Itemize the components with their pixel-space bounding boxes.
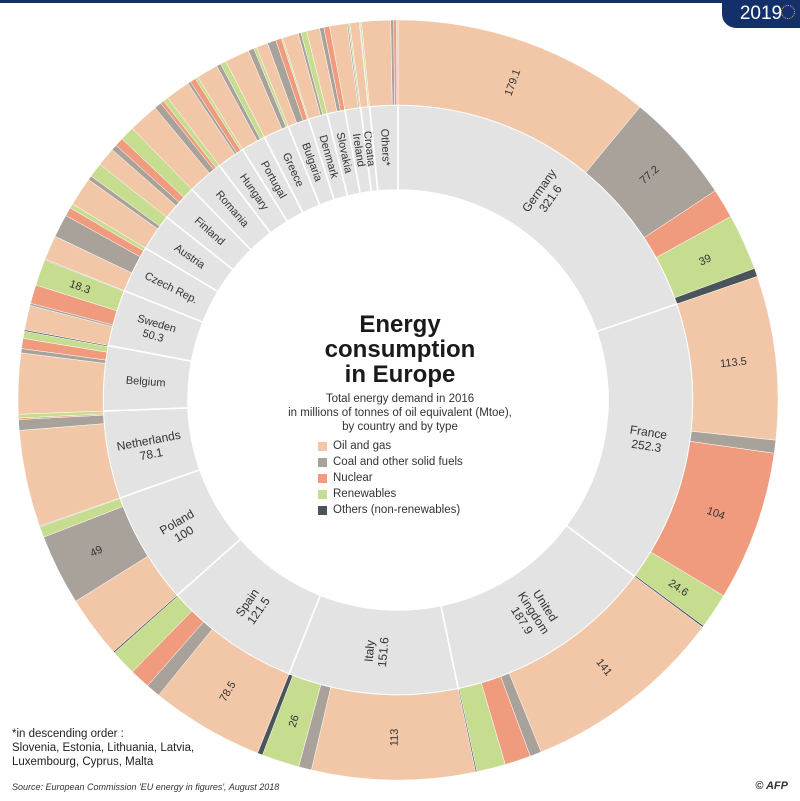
- legend-swatch-renewables: [318, 489, 327, 499]
- legend-item-renewables: Renewables: [318, 486, 463, 502]
- country-label-france: France252.3: [627, 423, 669, 456]
- title-line-2: consumption: [324, 336, 476, 363]
- footnote-line-2: Slovenia, Estonia, Lithuania, Latvia,: [12, 742, 195, 754]
- chart-title: Energy consumption in Europe: [300, 312, 500, 387]
- title-line-1: Energy: [359, 311, 441, 338]
- year-label: 2019: [739, 3, 783, 24]
- legend-swatch-coal: [318, 457, 327, 467]
- legend-label-nuclear: Nuclear: [333, 472, 373, 484]
- subtitle-line-1: Total energy demand in 2016: [325, 393, 475, 405]
- year-badge: 2019: [722, 0, 800, 28]
- eu-stars-icon: [781, 5, 795, 19]
- legend-swatch-oil-gas: [318, 441, 327, 451]
- value-label-france-oil-gas: 113.5: [720, 355, 748, 370]
- chart-subtitle: Total energy demand in 2016 in millions …: [260, 392, 540, 434]
- footnote-line-3: Luxembourg, Cyprus, Malta: [12, 756, 154, 768]
- country-label-italy: Italy151.6: [361, 635, 391, 668]
- subtitle-line-2: in millions of tonnes of oil equivalent …: [288, 407, 512, 419]
- value-label-poland-coal: 49: [88, 544, 104, 560]
- country-label-belgium: Belgium: [125, 375, 166, 390]
- legend-label-coal: Coal and other solid fuels: [333, 456, 463, 468]
- legend-item-oil-gas: Oil and gas: [318, 438, 463, 454]
- legend-label-others: Others (non-renewables): [333, 504, 461, 516]
- legend-swatch-others: [318, 505, 327, 515]
- country-label-others: Others*: [378, 128, 392, 167]
- legend-item-coal: Coal and other solid fuels: [318, 454, 463, 470]
- value-label-france-nuclear: 104: [705, 505, 726, 522]
- subtitle-line-3: by country and by type: [342, 421, 458, 433]
- value-label-italy-renewables: 26: [287, 714, 302, 729]
- country-label-ireland: Ireland: [350, 133, 367, 168]
- legend-label-renewables: Renewables: [333, 488, 397, 500]
- title-line-3: in Europe: [344, 361, 456, 388]
- legend-item-nuclear: Nuclear: [318, 470, 463, 486]
- legend-swatch-nuclear: [318, 473, 327, 483]
- segment-belgium-oil-gas: [17, 352, 106, 415]
- top-rule: [0, 0, 800, 3]
- source-note: Source: European Commission 'EU energy i…: [12, 782, 280, 792]
- footnote: *in descending order : Slovenia, Estonia…: [12, 727, 252, 769]
- legend-item-others: Others (non-renewables): [318, 502, 463, 518]
- afp-credit: © AFP: [755, 780, 788, 792]
- value-label-germany-renewables: 39: [697, 252, 713, 268]
- segment-others-renewables: [396, 19, 399, 106]
- value-label-italy-oil-gas: 113: [389, 729, 401, 747]
- legend-label-oil-gas: Oil and gas: [333, 440, 392, 452]
- legend: Oil and gas Coal and other solid fuels N…: [318, 438, 463, 518]
- footnote-line-1: *in descending order :: [12, 728, 124, 740]
